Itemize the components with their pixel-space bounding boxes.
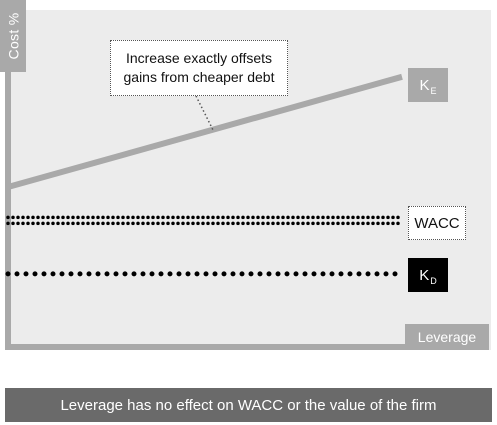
chart: Cost % Increase exactly offsets gains fr… [0,0,491,350]
annotation-callout: Increase exactly offsets gains from chea… [110,40,288,96]
series-label-wacc: WACC [408,206,466,240]
annotation-line-1: Increase exactly offsets [125,50,273,66]
series-label-ke-main: K [419,76,430,94]
series-label-wacc-main: WACC [414,214,460,232]
footer-banner: Leverage has no effect on WACC or the va… [5,388,492,422]
series-label-ke-sub: E [430,86,437,96]
series-label-kd-sub: D [430,276,437,286]
series-label-kd-main: K [419,266,430,284]
x-axis-label: Leverage [405,324,489,350]
annotation-line-2: gains from cheaper debt [123,69,275,85]
series-line-ke [7,73,403,190]
y-axis-label: Cost % [5,12,21,60]
y-axis-label-box: Cost % [0,0,26,72]
series-layer [5,73,405,277]
